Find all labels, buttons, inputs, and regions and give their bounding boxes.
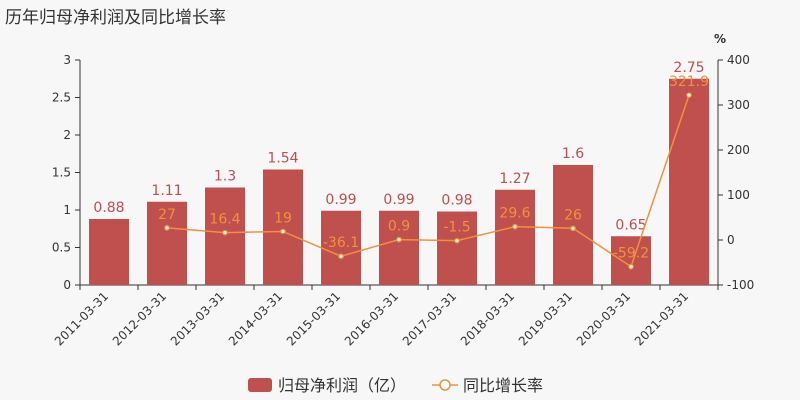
right-tick-label: 0: [727, 233, 735, 247]
legend-bar-label: 归母净利润（亿）: [278, 376, 406, 395]
growth-rate-label: -59.2: [613, 246, 649, 262]
right-axis-unit: %: [714, 32, 726, 46]
growth-rate-label: 19: [274, 210, 292, 226]
bar: [89, 219, 129, 285]
x-tick-label: 2013-03-31: [168, 289, 227, 348]
growth-rate-point: [222, 229, 228, 236]
legend-line-label: 同比增长率: [463, 376, 543, 395]
bar-value-label: 0.99: [325, 192, 356, 208]
bar-value-label: 1.11: [151, 183, 182, 199]
bar-value-label: 1.3: [214, 169, 236, 185]
x-tick-label: 2021-03-31: [632, 289, 691, 348]
x-tick-label: 2014-03-31: [226, 289, 285, 348]
bar: [553, 165, 593, 285]
right-tick-label: 400: [727, 53, 750, 67]
x-tick-label: 2020-03-31: [574, 289, 633, 348]
bar-value-label: 0.98: [441, 193, 472, 209]
chart-title: 历年归母净利润及同比增长率: [5, 8, 226, 28]
bar: [263, 169, 303, 285]
bar: [147, 201, 187, 285]
bar: [437, 211, 477, 285]
bar-value-label: 1.6: [562, 146, 584, 162]
bar-value-label: 1.27: [499, 171, 530, 187]
bar-value-label: 0.99: [383, 192, 414, 208]
growth-rate-line: [166, 94, 690, 268]
growth-rate-point: [570, 225, 576, 232]
left-tick-label: 0: [63, 278, 71, 292]
left-tick-label: 3: [63, 53, 71, 67]
growth-rate-label: 321.9: [669, 74, 709, 90]
right-tick-label: 100: [727, 188, 750, 202]
bar: [321, 210, 361, 285]
x-tick-label: 2015-03-31: [284, 289, 343, 348]
left-tick-label: 2: [63, 128, 71, 142]
growth-rate-point: [512, 223, 518, 230]
left-tick-label: 1: [63, 203, 71, 217]
bar: [379, 210, 419, 285]
growth-rate-point: [164, 225, 170, 231]
growth-rate-point: [454, 237, 460, 244]
bar: [611, 236, 651, 285]
bar-value-label: 1.54: [267, 151, 298, 167]
x-tick-label: 2018-03-31: [458, 289, 517, 348]
bar-value-label: 0.65: [615, 217, 646, 233]
left-tick-label: 1.5: [52, 166, 71, 180]
x-tick-label: 2011-03-31: [52, 289, 111, 348]
growth-rate-point: [338, 253, 344, 260]
right-tick-label: -100: [727, 278, 754, 292]
bar: [205, 187, 245, 285]
growth-rate-point: [686, 92, 692, 98]
growth-rate-label: -1.5: [443, 220, 470, 236]
right-tick-label: 300: [727, 98, 750, 112]
legend-line-marker: [439, 379, 451, 391]
x-tick-label: 2019-03-31: [516, 289, 575, 348]
growth-rate-label: -36.1: [323, 235, 359, 251]
growth-rate-label: 0.9: [388, 219, 410, 235]
growth-rate-point: [280, 228, 286, 235]
left-tick-label: 2.5: [52, 91, 71, 105]
bar-value-label: 0.88: [93, 200, 124, 216]
bar: [669, 78, 709, 285]
growth-rate-label: 29.6: [499, 206, 530, 222]
legend-bar-swatch: [248, 378, 272, 392]
bar: [495, 189, 535, 285]
growth-rate-point: [628, 263, 634, 270]
growth-rate-point: [396, 236, 402, 243]
x-tick-label: 2017-03-31: [400, 289, 459, 348]
growth-rate-label: 27: [158, 207, 176, 223]
growth-rate-label: 26: [564, 207, 582, 223]
left-tick-label: 0.5: [52, 241, 71, 255]
x-tick-label: 2012-03-31: [110, 289, 169, 348]
right-tick-label: 200: [727, 143, 750, 157]
bar-value-label: 2.75: [673, 60, 704, 76]
x-tick-label: 2016-03-31: [342, 289, 401, 348]
growth-rate-label: 16.4: [209, 212, 240, 228]
